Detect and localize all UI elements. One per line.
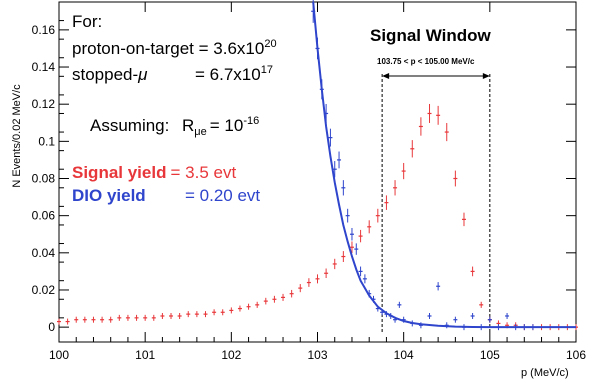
y-axis: 0 0.02 0.04 0.06 0.08 0.1 0.12 0.14 0.16 [32, 20, 576, 334]
stopped-value: = 6.7x1017 [195, 64, 273, 84]
r-value: Rμe = 10-16 [182, 115, 259, 138]
y-tick-label: 0.16 [32, 23, 56, 37]
for-label: For: [72, 12, 102, 31]
x-tick-label: 100 [49, 348, 69, 362]
y-tick-label: 0 [48, 320, 55, 334]
y-tick-label: 0.1 [38, 134, 55, 148]
x-axis-title: p (MeV/c) [521, 367, 569, 379]
x-axis: 100 101 102 103 104 105 106 [49, 2, 586, 362]
data-marks [57, 0, 578, 331]
x-tick-label: 101 [135, 348, 155, 362]
window-title: Signal Window [370, 26, 492, 45]
dio-yield: DIO yield = 0.20 evt [72, 186, 260, 205]
signal-series [57, 103, 578, 331]
assuming-label: Assuming: [90, 116, 169, 135]
window-arrowhead-left [382, 73, 390, 79]
x-tick-label: 103 [307, 348, 327, 362]
y-axis-title: N Events/0.02 MeV/c [11, 84, 23, 188]
signal-yield: Signal yield = 3.5 evt [72, 163, 236, 182]
window-range: 103.75 < p < 105.00 MeV/c [377, 57, 475, 66]
y-tick-label: 0.12 [32, 97, 56, 111]
signal-window [381, 73, 491, 332]
y-tick-label: 0.08 [32, 172, 56, 186]
x-tick-label: 104 [394, 348, 414, 362]
dio-fit-curve [312, 1, 576, 329]
y-tick-label: 0.06 [32, 209, 56, 223]
x-tick-label: 102 [221, 348, 241, 362]
y-tick-label: 0.04 [32, 246, 56, 260]
stopped-label: stopped-μ [72, 65, 148, 84]
x-tick-label: 106 [566, 348, 586, 362]
y-tick-label: 0.02 [32, 283, 56, 297]
dio-series [311, 0, 535, 331]
x-tick-label: 105 [480, 348, 500, 362]
y-tick-label: 0.14 [32, 60, 56, 74]
window-arrowhead-right [482, 73, 490, 79]
pot-label: proton-on-target = 3.6x1020 [72, 38, 277, 58]
